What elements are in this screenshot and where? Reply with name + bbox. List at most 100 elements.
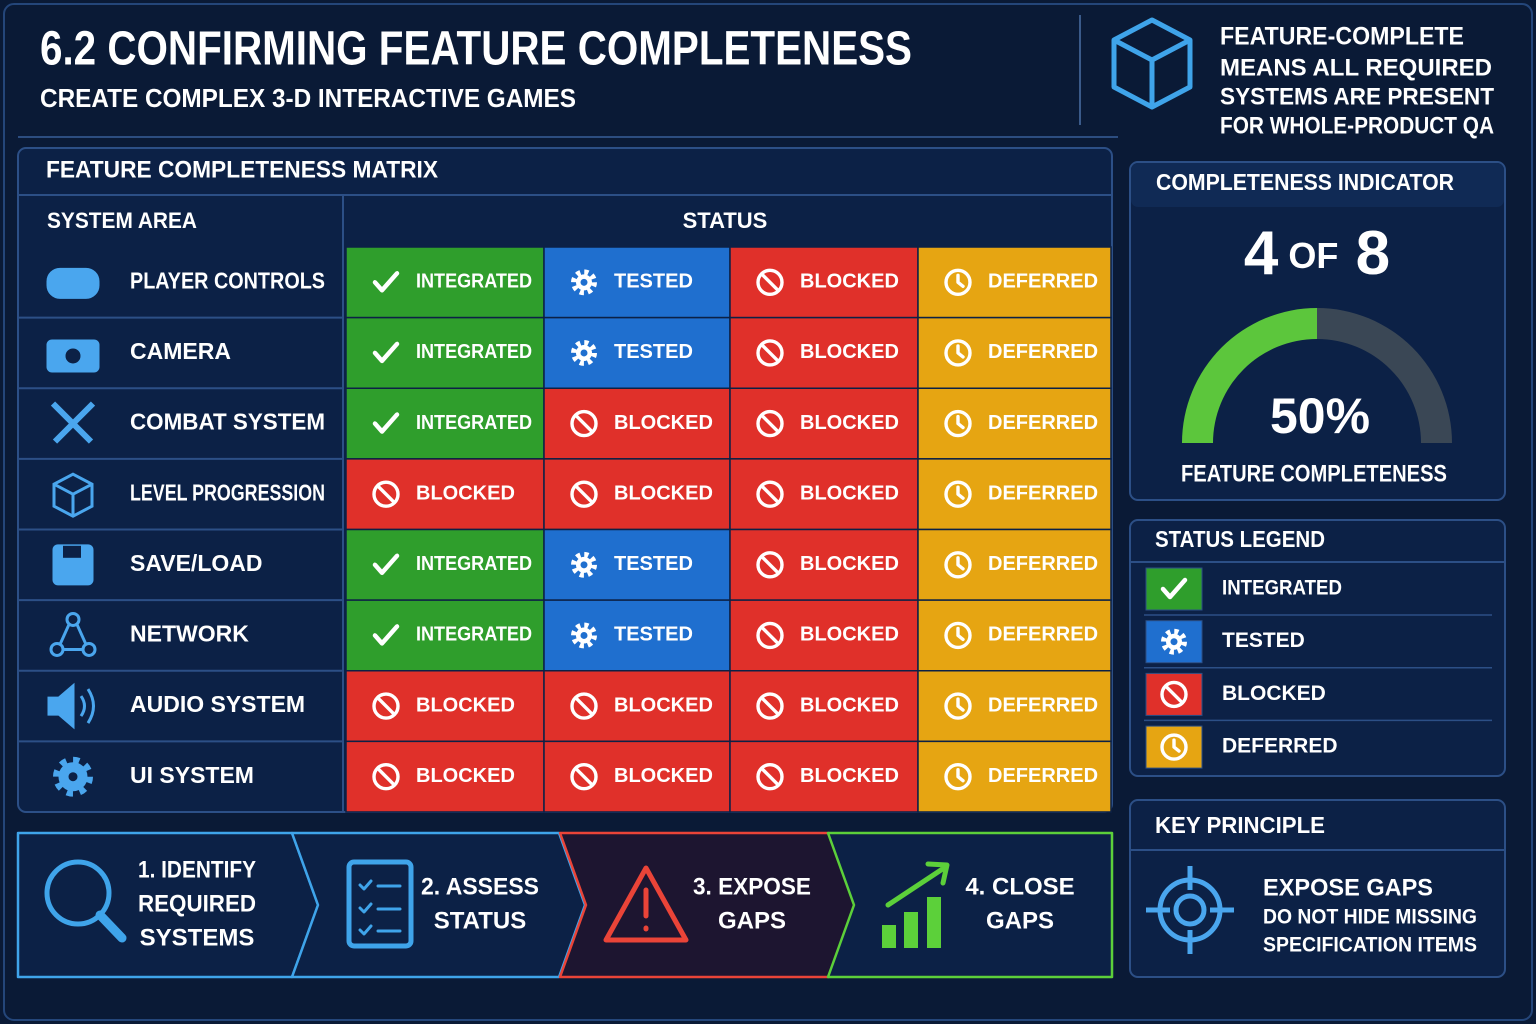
label: DEFERRED (988, 553, 1098, 575)
area-icon (46, 339, 100, 373)
ban-icon (574, 484, 594, 504)
gear-icon (1170, 638, 1178, 646)
principle-panel (1129, 799, 1506, 978)
sword-icon (52, 401, 96, 444)
clock-icon (956, 414, 965, 430)
clipboard-icon (346, 859, 414, 949)
status-icon (756, 551, 784, 579)
panel-head (1131, 163, 1504, 207)
check-icon (372, 624, 400, 646)
gear-icon (580, 278, 588, 286)
status-cell (345, 528, 545, 601)
label: STATUS LEGEND (1155, 526, 1325, 552)
status-cell (729, 458, 919, 531)
label: TESTED (614, 271, 693, 293)
area-icon (47, 682, 95, 730)
status-cell (729, 246, 919, 319)
label: COMBAT SYSTEM (130, 409, 325, 435)
count-text: 4 OF 8 (1244, 219, 1390, 288)
gear-icon (65, 769, 81, 785)
clock-icon (956, 626, 965, 642)
gear-icon (580, 349, 588, 357)
status-cell (917, 528, 1112, 601)
status-icon (756, 339, 784, 367)
check-icon (1160, 577, 1188, 600)
clock-icon (1172, 738, 1181, 753)
status-cell (917, 387, 1112, 460)
label: GAPS (986, 907, 1054, 934)
step-icon (882, 861, 950, 948)
status-cell (729, 740, 919, 813)
label: SYSTEMS ARE PRESENT (1220, 83, 1494, 110)
frame (3, 3, 1533, 1021)
count-part: 8 (1338, 219, 1390, 288)
status-icon (756, 268, 784, 297)
warning-icon (603, 865, 689, 943)
status-icon (1160, 680, 1188, 709)
status-cell (729, 387, 919, 460)
status-cell (345, 246, 545, 319)
status-cell (543, 670, 731, 743)
label: PLAYER CONTROLS (130, 267, 325, 293)
save-icon (63, 545, 81, 558)
label: AUDIO SYSTEM (130, 691, 305, 717)
cube-icon (1111, 17, 1193, 110)
ban-icon (756, 621, 784, 650)
status-icon (944, 339, 972, 367)
area-icon (46, 267, 100, 299)
status-cell (543, 599, 731, 672)
label: DO NOT HIDE MISSING (1263, 906, 1477, 929)
label: BLOCKED (800, 624, 899, 646)
label: TESTED (614, 624, 693, 646)
ban-icon (756, 480, 784, 508)
clock-icon (944, 268, 972, 297)
status-cell (345, 740, 545, 813)
clock-icon (956, 485, 965, 500)
gear-icon (571, 269, 597, 296)
ban-icon (760, 343, 780, 363)
clock-icon (956, 273, 965, 289)
status-icon (944, 409, 972, 438)
label: BLOCKED (614, 765, 713, 787)
gear-icon (1161, 628, 1187, 655)
clock-icon (956, 697, 965, 712)
ban-icon (376, 484, 396, 504)
clock-icon (944, 762, 972, 791)
gauge-arc (1182, 308, 1317, 443)
network-icon (65, 611, 81, 627)
label: DEFERRED (988, 624, 1098, 646)
step-icon (603, 865, 689, 943)
label: EXPOSE GAPS (1263, 874, 1433, 901)
label: 50% (1270, 388, 1370, 444)
label: DEFERRED (988, 341, 1098, 363)
status-icon (372, 412, 400, 434)
check-icon (372, 412, 400, 434)
status-cell (345, 458, 545, 531)
status-icon (944, 551, 972, 579)
area-icon (52, 544, 94, 586)
status-cell (729, 670, 919, 743)
status-icon (372, 692, 400, 720)
clock-icon (944, 692, 972, 720)
step-icon (44, 859, 127, 943)
label: 2. ASSESS (421, 873, 539, 900)
speaker-icon (47, 682, 75, 730)
magnifier-icon (44, 859, 112, 927)
ban-icon (756, 692, 784, 720)
label: 6.2 CONFIRMING FEATURE COMPLETENESS (40, 23, 912, 76)
area-icon (52, 472, 94, 518)
label: TESTED (1222, 629, 1305, 652)
status-icon (944, 268, 972, 297)
step-icon (346, 859, 414, 949)
label: INTEGRATED (416, 271, 532, 293)
ban-icon (574, 413, 594, 434)
count-part: 4 (1244, 219, 1279, 288)
status-icon (372, 480, 400, 508)
label: BLOCKED (800, 271, 899, 293)
ban-icon (372, 762, 400, 791)
status-cell (543, 740, 731, 813)
label: STATUS (434, 907, 526, 934)
ban-icon (756, 762, 784, 791)
status-cell (345, 387, 545, 460)
area-icon (53, 756, 93, 797)
